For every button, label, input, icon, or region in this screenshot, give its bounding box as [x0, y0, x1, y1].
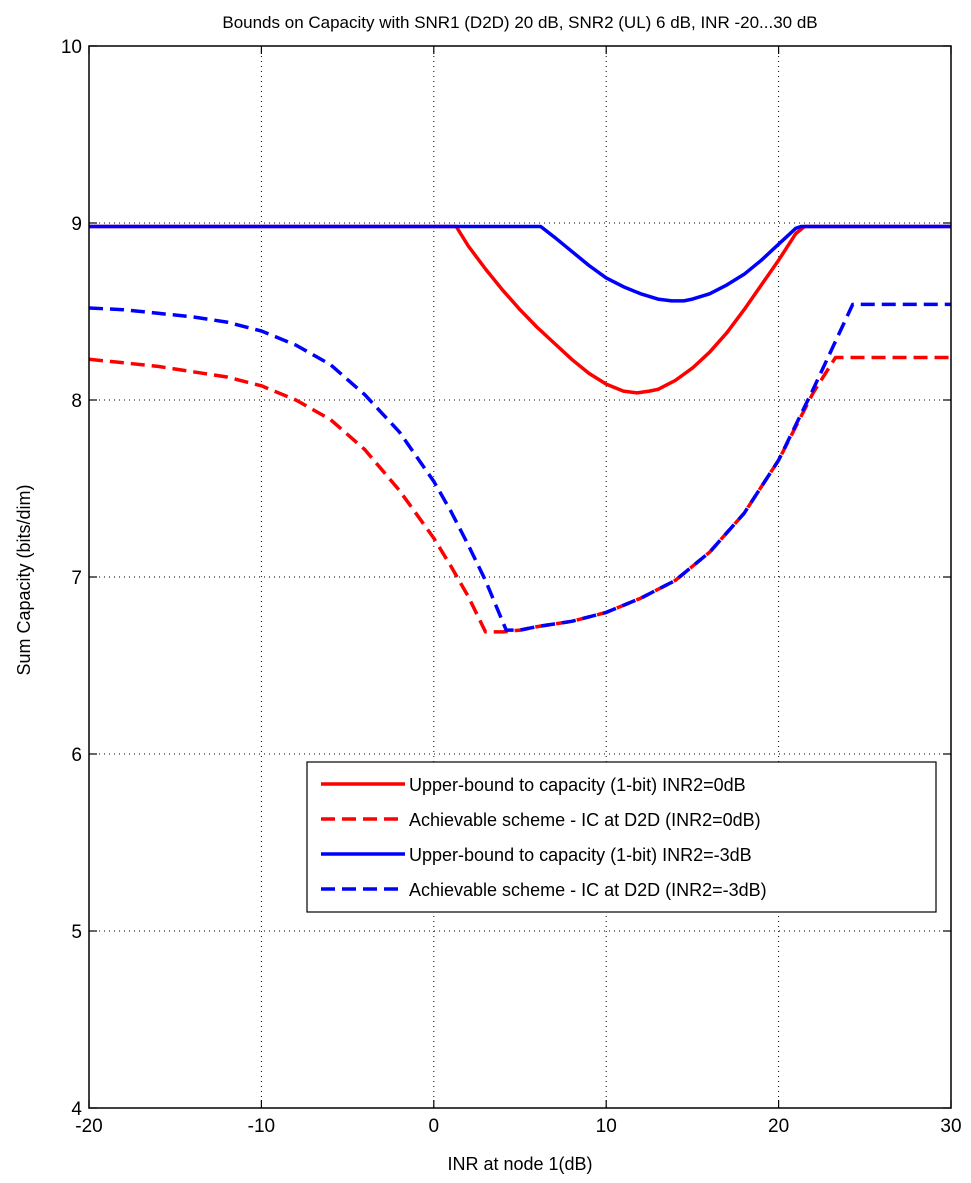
x-tick-label: 10 [596, 1116, 617, 1137]
series-line-2 [88, 355, 951, 634]
series-line-3 [89, 224, 951, 303]
chart-title: Bounds on Capacity with SNR1 (D2D) 20 dB… [222, 13, 817, 32]
legend-box [306, 761, 937, 913]
legend-label-2: Achievable scheme - IC at D2D (INR2=0dB) [409, 810, 761, 830]
legend: Upper-bound to capacity (1-bit) INR2=0dB… [306, 761, 937, 913]
legend-label-3: Upper-bound to capacity (1-bit) INR2=-3d… [409, 845, 752, 865]
y-tick-label: 7 [71, 568, 82, 589]
legend-label-4: Achievable scheme - IC at D2D (INR2=-3dB… [409, 880, 767, 900]
grid-lines [89, 46, 951, 1108]
y-axis-label: Sum Capacity (bits/dim) [14, 484, 34, 675]
axis-ticks: -20 -10 0 10 20 30 4 5 6 7 8 9 10 [61, 37, 962, 1137]
y-tick-label: 6 [71, 745, 82, 766]
series-line-1 [89, 224, 951, 395]
y-tick-label: 9 [71, 214, 82, 235]
series-line-4 [88, 302, 951, 632]
legend-label-1: Upper-bound to capacity (1-bit) INR2=0dB [409, 775, 746, 795]
x-tick-label: -20 [75, 1116, 102, 1137]
x-tick-label: 0 [429, 1116, 440, 1137]
x-tick-label: 20 [768, 1116, 789, 1137]
y-tick-label: 8 [71, 391, 82, 412]
x-tick-label: -10 [248, 1116, 275, 1137]
y-tick-label: 10 [61, 37, 82, 58]
y-tick-label: 4 [71, 1099, 82, 1120]
series-lines [88, 224, 951, 634]
y-tick-label: 5 [71, 922, 82, 943]
x-axis-label: INR at node 1(dB) [447, 1154, 592, 1174]
x-tick-label: 30 [940, 1116, 961, 1137]
